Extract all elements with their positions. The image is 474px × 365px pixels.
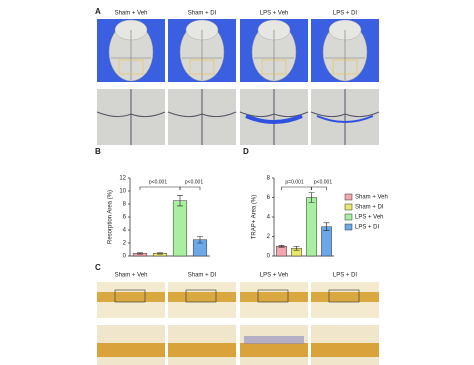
legend-label: LPS + DI (355, 225, 380, 231)
panel-label: D (243, 147, 249, 156)
y-tick-label: 2 (267, 234, 271, 240)
inset-box (257, 289, 289, 303)
legend-label: Sham + DI (355, 205, 384, 211)
group-label: LPS + DI (333, 11, 358, 17)
y-tick-label: 4 (267, 215, 271, 221)
legend-label: LPS + Veh (355, 215, 384, 221)
y-tick-label: 12 (119, 176, 126, 182)
inset-box (114, 289, 146, 303)
y-tick-label: 0 (267, 254, 271, 260)
y-axis-label: TRAP+ Area (%) (252, 195, 258, 240)
group-label: Sham + DI (188, 273, 217, 279)
significance-bracket (179, 186, 201, 190)
y-tick-label: 10 (119, 189, 126, 195)
zoom-band (168, 343, 236, 357)
p-value: p<0.001 (314, 179, 332, 185)
legend-swatch (344, 213, 353, 221)
y-tick-label: 2 (123, 241, 127, 247)
bar (306, 197, 317, 257)
histology-band (240, 292, 308, 302)
y-tick-label: 8 (123, 202, 127, 208)
zoom-band (240, 343, 308, 357)
p-value: p<0.001 (185, 179, 203, 185)
inset-box (189, 59, 215, 75)
inset-box (118, 59, 144, 75)
error-bar (137, 252, 143, 255)
y-axis-label: Resorption Area (%) (108, 190, 114, 244)
panel-label: C (95, 263, 101, 272)
error-bar (197, 236, 203, 244)
group-label: LPS + DI (333, 273, 358, 279)
y-tick-label: 0 (123, 254, 127, 260)
group-label: Sham + DI (188, 11, 217, 17)
error-bar (157, 252, 163, 255)
group-label: LPS + Veh (260, 11, 289, 17)
y-tick-label: 8 (267, 176, 271, 182)
p-value: p=0.001 (285, 179, 303, 185)
group-label: Sham + Veh (115, 273, 148, 279)
resorption (316, 115, 374, 123)
inset-box (332, 59, 358, 75)
group-label: Sham + Veh (115, 11, 148, 17)
trap-stain (244, 336, 304, 344)
error-bar (293, 245, 300, 251)
suture-zoom (96, 89, 166, 145)
histology-band (168, 292, 236, 302)
error-bar (323, 222, 330, 231)
group-label: LPS + Veh (260, 273, 289, 279)
histology-band (311, 292, 379, 302)
legend-swatch (344, 193, 353, 201)
bar (321, 226, 332, 257)
error-bar (177, 195, 183, 207)
panel-label: B (95, 147, 101, 156)
bar (172, 200, 188, 257)
legend-label: Sham + Veh (355, 195, 388, 201)
legend-swatch (344, 203, 353, 211)
zoom-band (97, 343, 165, 357)
inset-box (185, 289, 217, 303)
error-bar (308, 192, 315, 203)
inset-box (328, 289, 360, 303)
bar (276, 246, 287, 257)
legend-swatch (344, 223, 353, 231)
error-bar (278, 244, 285, 248)
y-tick-label: 4 (123, 228, 127, 234)
inset-box (261, 59, 287, 75)
y-tick-label: 6 (123, 215, 127, 221)
y-tick-label: 6 (267, 195, 271, 201)
significance-bracket (311, 186, 327, 190)
resorption (245, 114, 303, 124)
histology-band (97, 292, 165, 302)
panel-label: A (95, 7, 101, 16)
zoom-band (311, 343, 379, 357)
suture-zoom (310, 89, 380, 145)
p-value: p<0.001 (149, 179, 167, 185)
suture-zoom (167, 89, 237, 145)
suture-zoom (239, 89, 309, 145)
